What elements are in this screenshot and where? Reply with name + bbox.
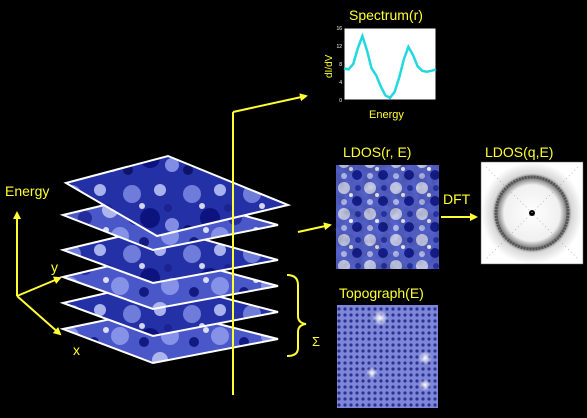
ldos-r-title: LDOS(r, E) (343, 144, 411, 160)
ldos-q-title: LDOS(q,E) (485, 144, 553, 160)
spectrum-ytick-label: 8 (339, 62, 342, 68)
topograph-bright-spot-2 (418, 351, 432, 365)
spectrum-ytick-label: 4 (339, 80, 342, 86)
ldos-q-diag-2 (485, 166, 579, 260)
spectrum-xtick-label: 5 (412, 102, 415, 108)
arrow-to-ldos-r (297, 222, 332, 233)
sum-symbol: Σ (312, 334, 320, 349)
arrow-to-spectrum (232, 93, 308, 113)
spectrum-xtick-label: -10 (340, 102, 347, 108)
spectrum-ytick-label: 12 (336, 44, 342, 50)
ldos-q-ring (494, 175, 570, 251)
spectrum-ytick-label: 16 (336, 26, 342, 32)
energy-axis-label: Energy (5, 183, 49, 199)
spectrum-xtick-label: 0 (389, 102, 392, 108)
spectrum-curve (343, 32, 437, 100)
spectrum-panel: Spectrum(r) -10 -5 0 5 10 0 4 8 12 16 Energy dI/d… (324, 7, 439, 121)
topograph-panel: Topograph(E) (337, 285, 438, 408)
ldos-r-texture (336, 165, 439, 269)
y-axis-line (16, 276, 62, 297)
dft-label: DFT (443, 191, 471, 207)
axis-triad: Energy y x (5, 183, 80, 358)
sum-bracket (286, 274, 307, 357)
ldos-q-diag-1 (485, 166, 579, 260)
spectrum-xlabel: Energy (369, 109, 404, 121)
x-axis-label: x (73, 342, 80, 358)
spectrum-ytick-label: 0 (339, 98, 342, 104)
spectrum-plot-frame (343, 27, 437, 101)
spectrum-title: Spectrum(r) (349, 7, 423, 23)
ldos-q-center (529, 210, 535, 216)
ldos-q-panel: LDOS(q,E) (480, 144, 584, 265)
spectrum-xtick-label: 10 (433, 102, 439, 108)
spectrum-ylabel: dI/dV (324, 54, 335, 78)
spectrum-xtick-label: -5 (365, 102, 370, 108)
x-axis-line (16, 295, 62, 336)
topograph-title: Topograph(E) (339, 285, 424, 301)
topograph-bright-spot-3 (366, 367, 378, 379)
ldos-r-panel: LDOS(r, E) (336, 144, 439, 269)
spectrum-ticks: -10 -5 0 5 10 0 4 8 12 16 (336, 26, 439, 108)
topograph-bright-spot-4 (419, 379, 431, 391)
energy-layer-stack (59, 154, 292, 365)
topograph-bright-spot-1 (372, 310, 388, 326)
y-axis-label: y (51, 259, 58, 275)
